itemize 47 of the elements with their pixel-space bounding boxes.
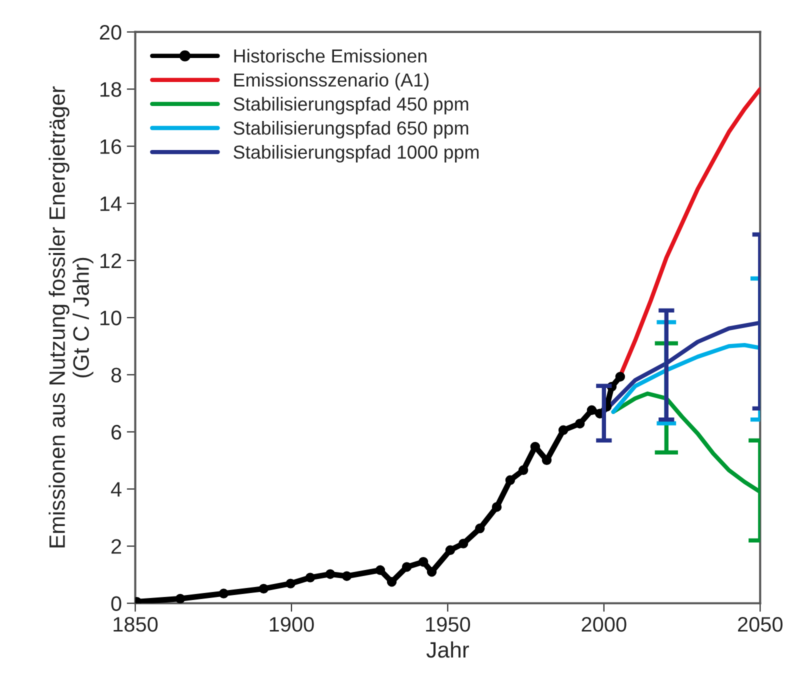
y-tick-label: 18 [100, 82, 122, 97]
point [258, 584, 269, 594]
point [305, 572, 316, 582]
point [418, 556, 428, 567]
y-tick-label: 4 [110, 482, 122, 497]
y-tick-label: 10 [100, 310, 122, 326]
point [445, 545, 456, 555]
point [342, 571, 352, 581]
point [492, 502, 502, 512]
point [175, 594, 186, 604]
legend-label: Stabilisierungspfad 1000 ppm [234, 145, 479, 162]
x-tick-label: 2000 [582, 617, 626, 632]
point [475, 524, 485, 534]
y-tick-label: 12 [100, 253, 122, 268]
x-axis-title: Jahr [426, 641, 469, 658]
y-tick-label: 8 [111, 368, 122, 382]
point [586, 405, 597, 416]
legend-label: Stabilisierungspfad 650 ppm [234, 120, 468, 138]
point [426, 566, 437, 577]
y-tick-label: 16 [100, 139, 122, 154]
point [615, 372, 626, 382]
point [542, 455, 552, 466]
x-tick-label: 1900 [270, 617, 314, 632]
line-series [611, 342, 760, 414]
y-tick-label: 0 [111, 596, 122, 612]
x-tick-label: 1850 [114, 617, 158, 632]
point [518, 465, 528, 476]
point [505, 475, 516, 486]
y-tick-label: 6 [112, 424, 122, 440]
x-tick-label: 1950 [426, 617, 470, 632]
point [558, 425, 568, 436]
point [458, 538, 468, 548]
y-tick-label: 14 [100, 196, 122, 211]
y-axis-title: Emissionen aus Nutzung fossiler Energieträger (Gt C / Jahr) [48, 86, 94, 548]
legend-label: Emissionsszenario (A1) [234, 72, 429, 90]
point [218, 588, 229, 598]
point [386, 576, 397, 587]
legend-label: Historische Emissionen [234, 48, 426, 63]
point [325, 569, 336, 579]
point [575, 418, 585, 428]
y-tick-label: 2 [112, 539, 122, 554]
legend-label: Stabilisierungspfad 450 ppm [234, 96, 468, 114]
point [375, 565, 386, 575]
x-tick-label: 2050 [738, 617, 783, 632]
y-tick-label: 20 [100, 24, 122, 40]
point [286, 578, 296, 588]
point [402, 562, 412, 572]
